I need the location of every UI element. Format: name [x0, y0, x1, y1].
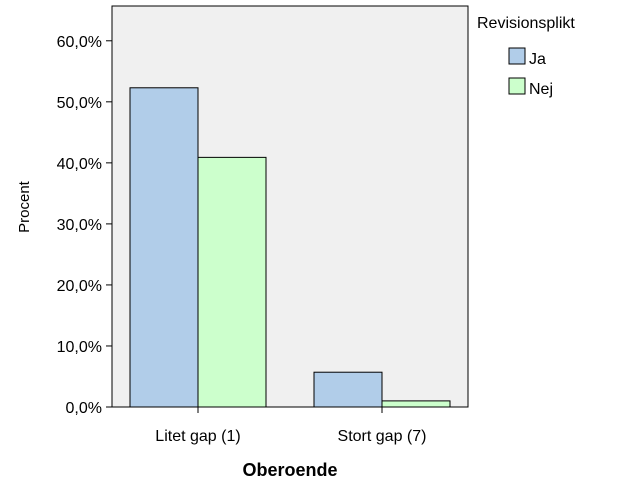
y-tick-label: 20,0% [57, 278, 102, 295]
bar-nej-2 [381, 400, 451, 408]
x-axis-ticks: Litet gap (1) Stort gap (7) [155, 407, 426, 445]
bar-ja-2 [313, 371, 383, 408]
legend-label-nej: Nej [529, 81, 553, 98]
y-axis-ticks: 0,0% 10,0% 20,0% 30,0% 40,0% 50,0% 60,0% [57, 34, 112, 417]
y-tick-label: 0,0% [66, 400, 102, 417]
y-tick-label: 30,0% [57, 217, 102, 234]
x-axis-title: Oberoende [242, 460, 337, 480]
y-axis-title: Procent [16, 180, 33, 233]
y-tick-label: 60,0% [57, 34, 102, 51]
bar-ja-1 [129, 87, 199, 408]
x-tick-label: Stort gap (7) [338, 428, 427, 445]
y-tick-label: 10,0% [57, 339, 102, 356]
bars [129, 87, 451, 408]
x-tick-label: Litet gap (1) [155, 428, 240, 445]
legend: Revisionsplikt Ja Nej [477, 15, 575, 98]
bar-nej-1 [197, 156, 267, 408]
legend-label-ja: Ja [529, 51, 546, 68]
legend-swatch-ja [508, 47, 526, 65]
legend-swatch-nej [508, 77, 526, 95]
legend-title: Revisionsplikt [477, 15, 575, 32]
y-tick-label: 40,0% [57, 156, 102, 173]
y-tick-label: 50,0% [57, 95, 102, 112]
